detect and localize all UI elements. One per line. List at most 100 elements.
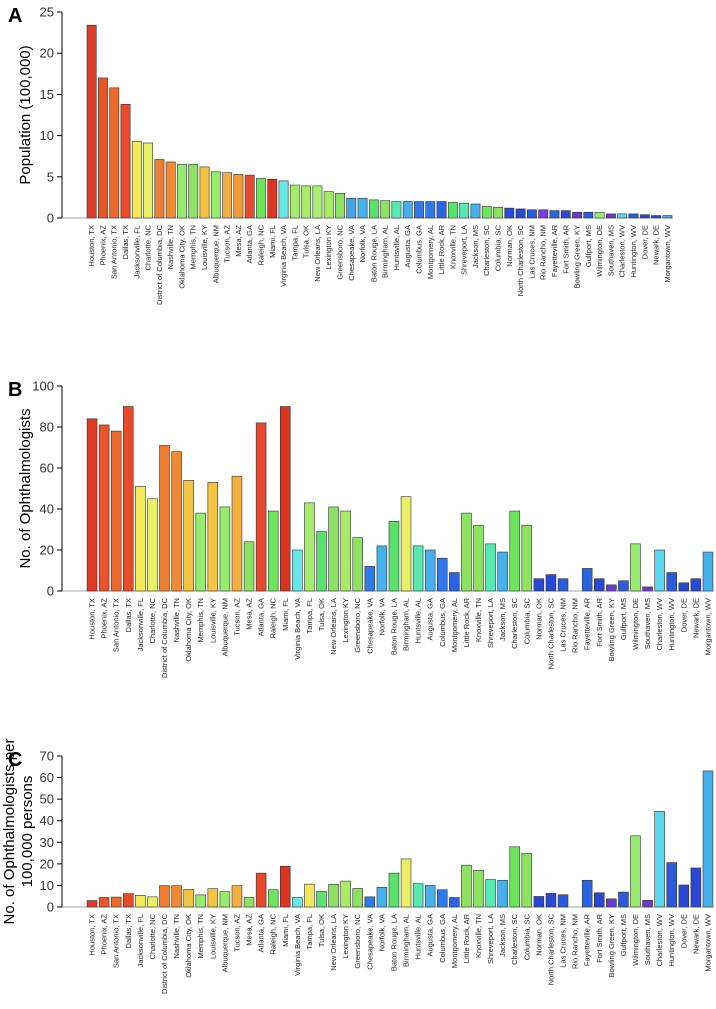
bar-43 — [594, 892, 605, 908]
x-tick-label: Tucson, AZ — [232, 914, 241, 952]
bar-34 — [485, 879, 496, 908]
x-tick-label: Baton Rouge, LA — [369, 225, 378, 282]
x-tick-label: Virginia Beach, VA — [279, 225, 288, 287]
x-tick-label: Bowling Green, KY — [573, 225, 582, 288]
x-tick-label: Lexington KY — [341, 598, 350, 643]
x-tick-label: Fort Smith, AR — [595, 597, 604, 646]
y-tick-label: 20 — [40, 543, 54, 558]
panel-label: C — [8, 749, 22, 771]
x-tick-label: Knoxville, TN — [448, 225, 457, 269]
x-tick-label: Columbia, SC — [522, 913, 531, 960]
x-tick-label: Nashville, TN — [172, 914, 181, 958]
x-tick-label: Chesapeake, VA — [347, 225, 356, 281]
x-tick-label: San Antonio, TX — [110, 225, 119, 279]
x-tick-label: Phoenix, AZ — [100, 914, 109, 955]
x-tick-label: Montgomery, AL — [450, 914, 459, 968]
bar-22 — [323, 191, 334, 219]
bar-23 — [335, 192, 345, 219]
y-tick-label: 30 — [40, 835, 54, 850]
bar-47 — [642, 900, 653, 908]
bar-25 — [357, 197, 368, 219]
x-tick-label: Miami, FL — [268, 225, 277, 258]
bar-30 — [437, 889, 448, 908]
y-tick-label: 0 — [47, 211, 54, 226]
bar-1 — [86, 24, 97, 219]
y-tick-label: 60 — [40, 461, 54, 476]
bar-50 — [678, 582, 690, 592]
bar-17 — [267, 178, 278, 219]
x-tick-label: North Charleston, SC — [546, 597, 555, 669]
bar-36 — [509, 510, 520, 592]
bar-1 — [86, 900, 98, 908]
x-tick-label: Southaven, MS — [606, 225, 615, 276]
x-tick-label: Tulsa, OK — [317, 914, 326, 947]
bar-6 — [147, 896, 158, 908]
x-tick-label: San Antonio, TX — [112, 914, 121, 968]
bar-25 — [376, 887, 388, 908]
bar-47 — [605, 213, 616, 219]
bar-44 — [606, 584, 617, 592]
x-tick-label: Las Cruces, NM — [527, 225, 536, 279]
x-tick-label: Houston, TX — [87, 225, 96, 267]
x-tick-label: Wilmington, DE — [595, 225, 604, 277]
y-tick-label: 50 — [40, 792, 54, 807]
x-tick-label: Morgantown, WV — [703, 598, 712, 656]
bar-26 — [388, 520, 400, 592]
x-tick-label: Little Rock, AR — [437, 224, 446, 274]
bar-47 — [642, 586, 653, 592]
x-tick-label: Birmingham, AL — [402, 598, 411, 651]
x-tick-label: Tampa, FL — [305, 914, 314, 949]
bar-35 — [497, 551, 508, 592]
x-tick-label: Wilmington, DE — [631, 914, 640, 966]
bar-45 — [618, 580, 629, 592]
x-tick-label: Charlotte, NC — [144, 224, 153, 270]
x-tick-label: San Antonio, TX — [112, 598, 121, 652]
bar-3 — [109, 87, 120, 219]
x-tick-label: Augusta, GA — [426, 914, 435, 957]
bar-11 — [207, 888, 219, 908]
x-tick-label: Fort Smith, AR — [561, 224, 570, 273]
bar-40 — [526, 209, 537, 219]
x-tick-label: Atlanta, GA — [245, 225, 254, 263]
chart-panel-b: B 0 20 40 60 80 100 No. of Ophthalmologists Hous… — [8, 379, 714, 678]
x-tick-label: Shreveport, LA — [460, 225, 469, 275]
x-tick-label: Columbus, GA — [438, 914, 447, 963]
x-tick-label: Oklahoma City, OK — [177, 225, 186, 289]
bar-32 — [461, 512, 472, 592]
x-tick-label: Memphis, TN — [189, 225, 198, 269]
bar-25 — [376, 545, 388, 592]
x-tick-label: Norfolk, VA — [377, 914, 386, 951]
bar-38 — [533, 578, 545, 592]
x-tick-label: Tampa, FL — [305, 598, 314, 633]
bar-15 — [255, 872, 267, 908]
bar-43 — [560, 210, 571, 219]
bar-15 — [255, 422, 267, 592]
x-tick-label: Birmingham, AL — [402, 914, 411, 967]
x-tick-label: Little Rock, AR — [462, 597, 471, 647]
bar-14 — [233, 174, 244, 219]
bar-18 — [278, 180, 289, 219]
x-tick-label: Dallas, TX — [124, 914, 133, 948]
bar-40 — [557, 578, 569, 592]
y-tick-label: 80 — [40, 420, 54, 435]
y-axis-label: No. of Ophthalmologists — [17, 408, 34, 568]
x-tick-label: District of Columbia, DC — [160, 913, 169, 994]
bar-19 — [289, 184, 300, 219]
bar-45 — [583, 211, 594, 219]
bar-23 — [352, 888, 363, 908]
bar-46 — [594, 211, 605, 219]
bar-50 — [639, 214, 650, 219]
bar-35 — [497, 879, 508, 908]
x-tick-label: Memphis, TN — [196, 598, 205, 642]
bar-31 — [425, 201, 436, 219]
x-tick-label: Shreveport, LA — [486, 914, 495, 964]
x-tick-label: Albuquerque, NM — [220, 914, 229, 972]
x-tick-label: Fort Smith, AR — [595, 913, 604, 962]
bar-13 — [231, 885, 243, 908]
bar-46 — [630, 543, 641, 592]
x-tick-label: District of Columbia, DC — [155, 224, 164, 305]
x-tick-label: Mesa, AZ — [234, 225, 243, 257]
y-tick-label: 70 — [40, 749, 54, 764]
y-tick-label: 40 — [40, 502, 54, 517]
bar-16 — [267, 510, 279, 592]
